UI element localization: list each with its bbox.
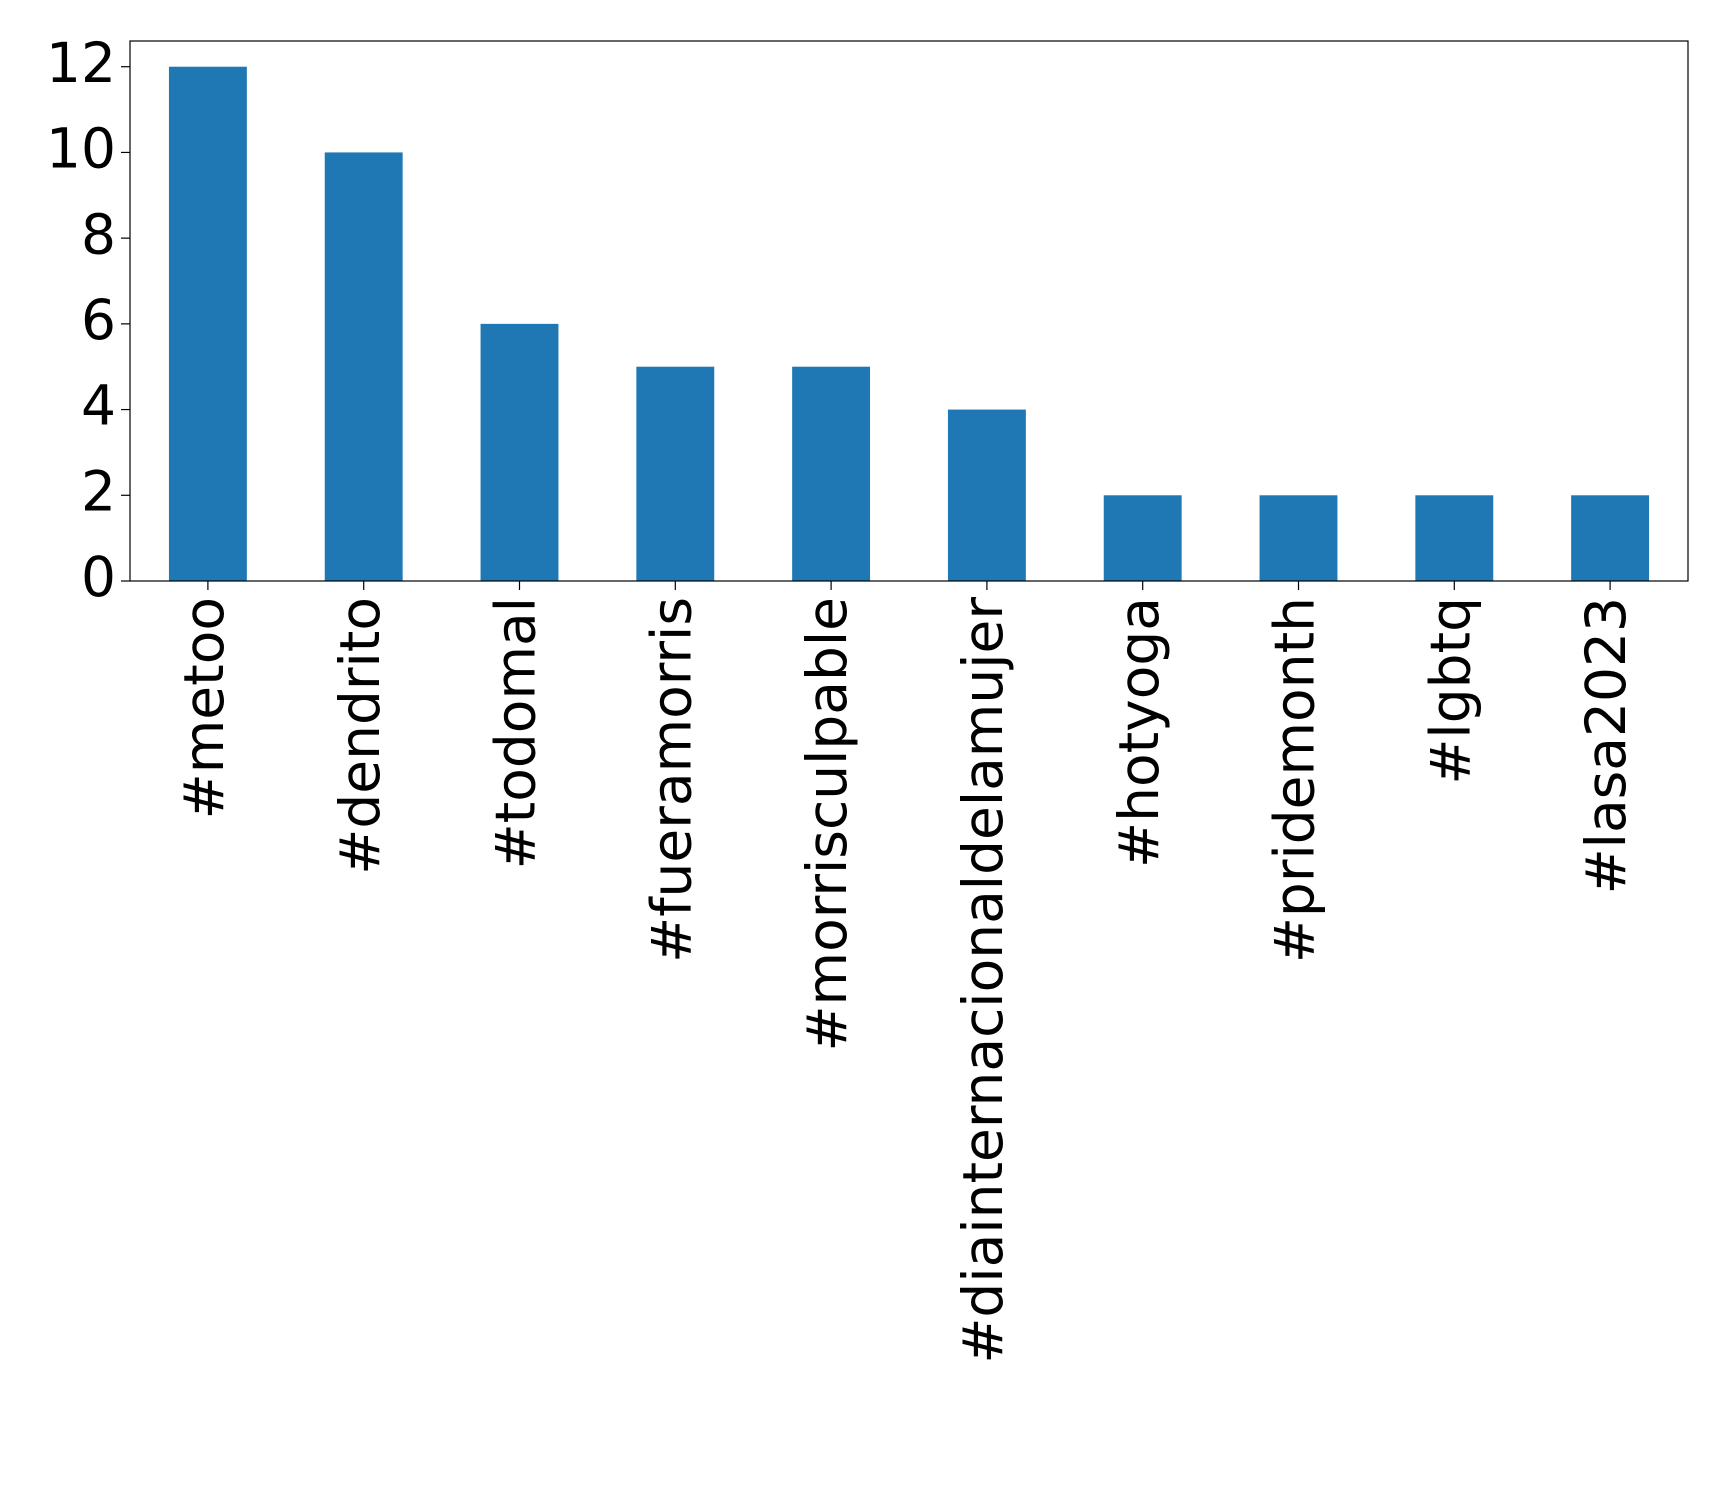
bar bbox=[792, 366, 871, 581]
x-tick-label: #morrisculpable bbox=[795, 597, 859, 1052]
x-tick-label: #fueramorris bbox=[639, 597, 703, 963]
x-tick-label: #lgbtq bbox=[1418, 597, 1482, 785]
x-tick-label: #pridemonth bbox=[1263, 597, 1327, 963]
bar bbox=[1259, 495, 1338, 581]
bar bbox=[480, 323, 559, 581]
y-tick-label: 2 bbox=[81, 459, 116, 523]
y-tick-label: 4 bbox=[81, 374, 116, 438]
bar bbox=[1103, 495, 1182, 581]
x-tick-label: #hotyoga bbox=[1107, 597, 1171, 868]
y-tick-label: 10 bbox=[46, 117, 116, 181]
plot-frame bbox=[129, 40, 1689, 582]
bar bbox=[1571, 495, 1650, 581]
bar bbox=[324, 152, 403, 581]
bar bbox=[168, 66, 247, 581]
x-tick-label: #lasa2023 bbox=[1574, 597, 1638, 894]
bar bbox=[1415, 495, 1494, 581]
x-tick-label: #todomal bbox=[484, 597, 548, 869]
y-tick-label: 0 bbox=[81, 545, 116, 609]
y-tick-label: 8 bbox=[81, 202, 116, 266]
bar bbox=[636, 366, 715, 581]
x-tick-label: #dendrito bbox=[328, 597, 392, 875]
bar bbox=[947, 409, 1026, 581]
y-tick-label: 6 bbox=[81, 288, 116, 352]
y-tick-label: 12 bbox=[46, 31, 116, 95]
x-tick-label: #metoo bbox=[172, 597, 236, 819]
x-tick-label: #diainternacionaldelamujer bbox=[951, 597, 1015, 1364]
